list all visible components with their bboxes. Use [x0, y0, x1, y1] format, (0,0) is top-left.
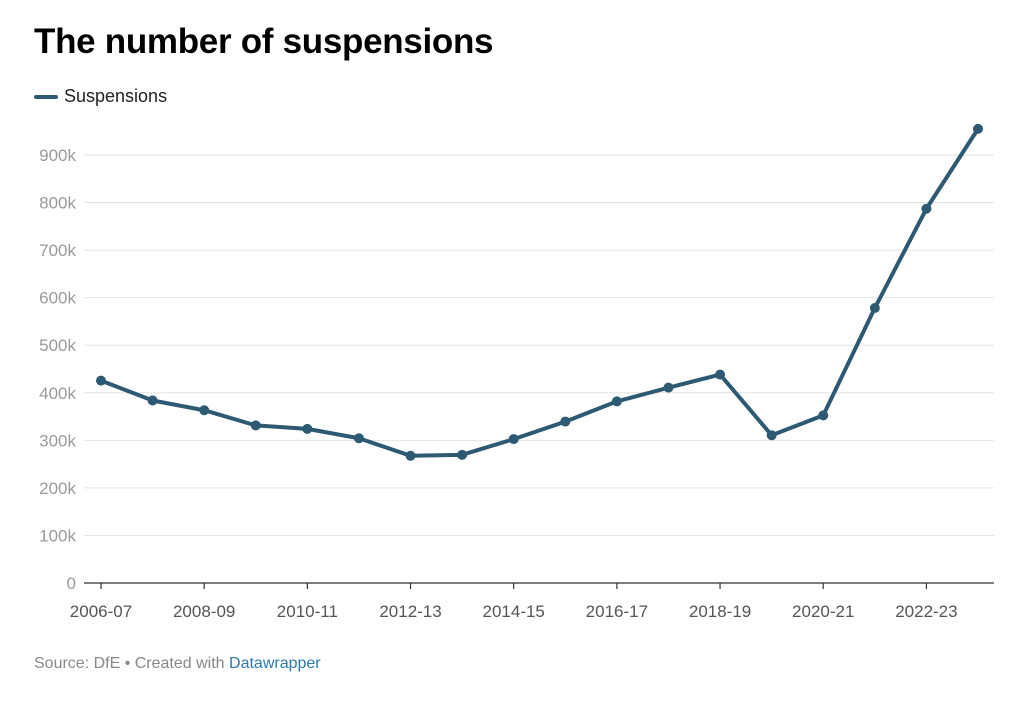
legend-swatch	[34, 94, 58, 99]
y-tick-label: 500k	[39, 336, 76, 355]
footer: Source: DfE • Created with Datawrapper	[34, 655, 321, 673]
y-tick-label: 300k	[39, 431, 76, 450]
x-tick-label: 2008-09	[173, 602, 235, 621]
data-point	[715, 369, 726, 380]
data-point	[766, 430, 777, 441]
x-tick-label: 2006-07	[70, 602, 132, 621]
y-tick-label: 0	[67, 574, 76, 593]
y-tick-label: 900k	[39, 146, 76, 165]
legend: Suspensions	[34, 86, 167, 107]
data-point	[973, 123, 983, 134]
y-tick-label: 600k	[39, 289, 76, 308]
x-tick-label: 2010-11	[277, 602, 338, 621]
x-tick-label: 2022-23	[895, 602, 957, 621]
y-tick-label: 100k	[39, 526, 76, 545]
x-tick-label: 2012-13	[379, 602, 441, 621]
data-point	[353, 433, 364, 444]
data-point	[869, 302, 880, 313]
data-point	[96, 375, 106, 386]
data-point	[611, 396, 622, 407]
data-point	[663, 382, 674, 393]
data-point	[508, 434, 519, 445]
data-point	[250, 420, 261, 431]
series-line-suspensions	[99, 126, 980, 458]
data-point	[147, 395, 158, 406]
source-text: Source: DfE • Created with	[34, 655, 230, 672]
y-tick-label: 400k	[39, 384, 76, 403]
x-tick-label: 2020-21	[792, 602, 854, 621]
data-point	[405, 450, 416, 461]
y-tick-label: 700k	[39, 241, 76, 260]
chart-title: The number of suspensions	[34, 22, 494, 61]
legend-label: Suspensions	[64, 86, 168, 106]
y-tick-label: 800k	[39, 194, 76, 213]
data-point	[560, 416, 571, 427]
x-tick-label: 2014-15	[483, 602, 545, 621]
data-point	[818, 410, 829, 421]
datawrapper-link[interactable]: Datawrapper	[229, 655, 321, 672]
x-tick-label: 2018-19	[689, 602, 751, 621]
y-tick-label: 200k	[39, 479, 76, 498]
data-point	[921, 203, 932, 214]
x-tick-label: 2016-17	[586, 602, 648, 621]
data-point	[199, 405, 210, 416]
data-point	[457, 449, 468, 460]
data-point	[302, 423, 313, 434]
